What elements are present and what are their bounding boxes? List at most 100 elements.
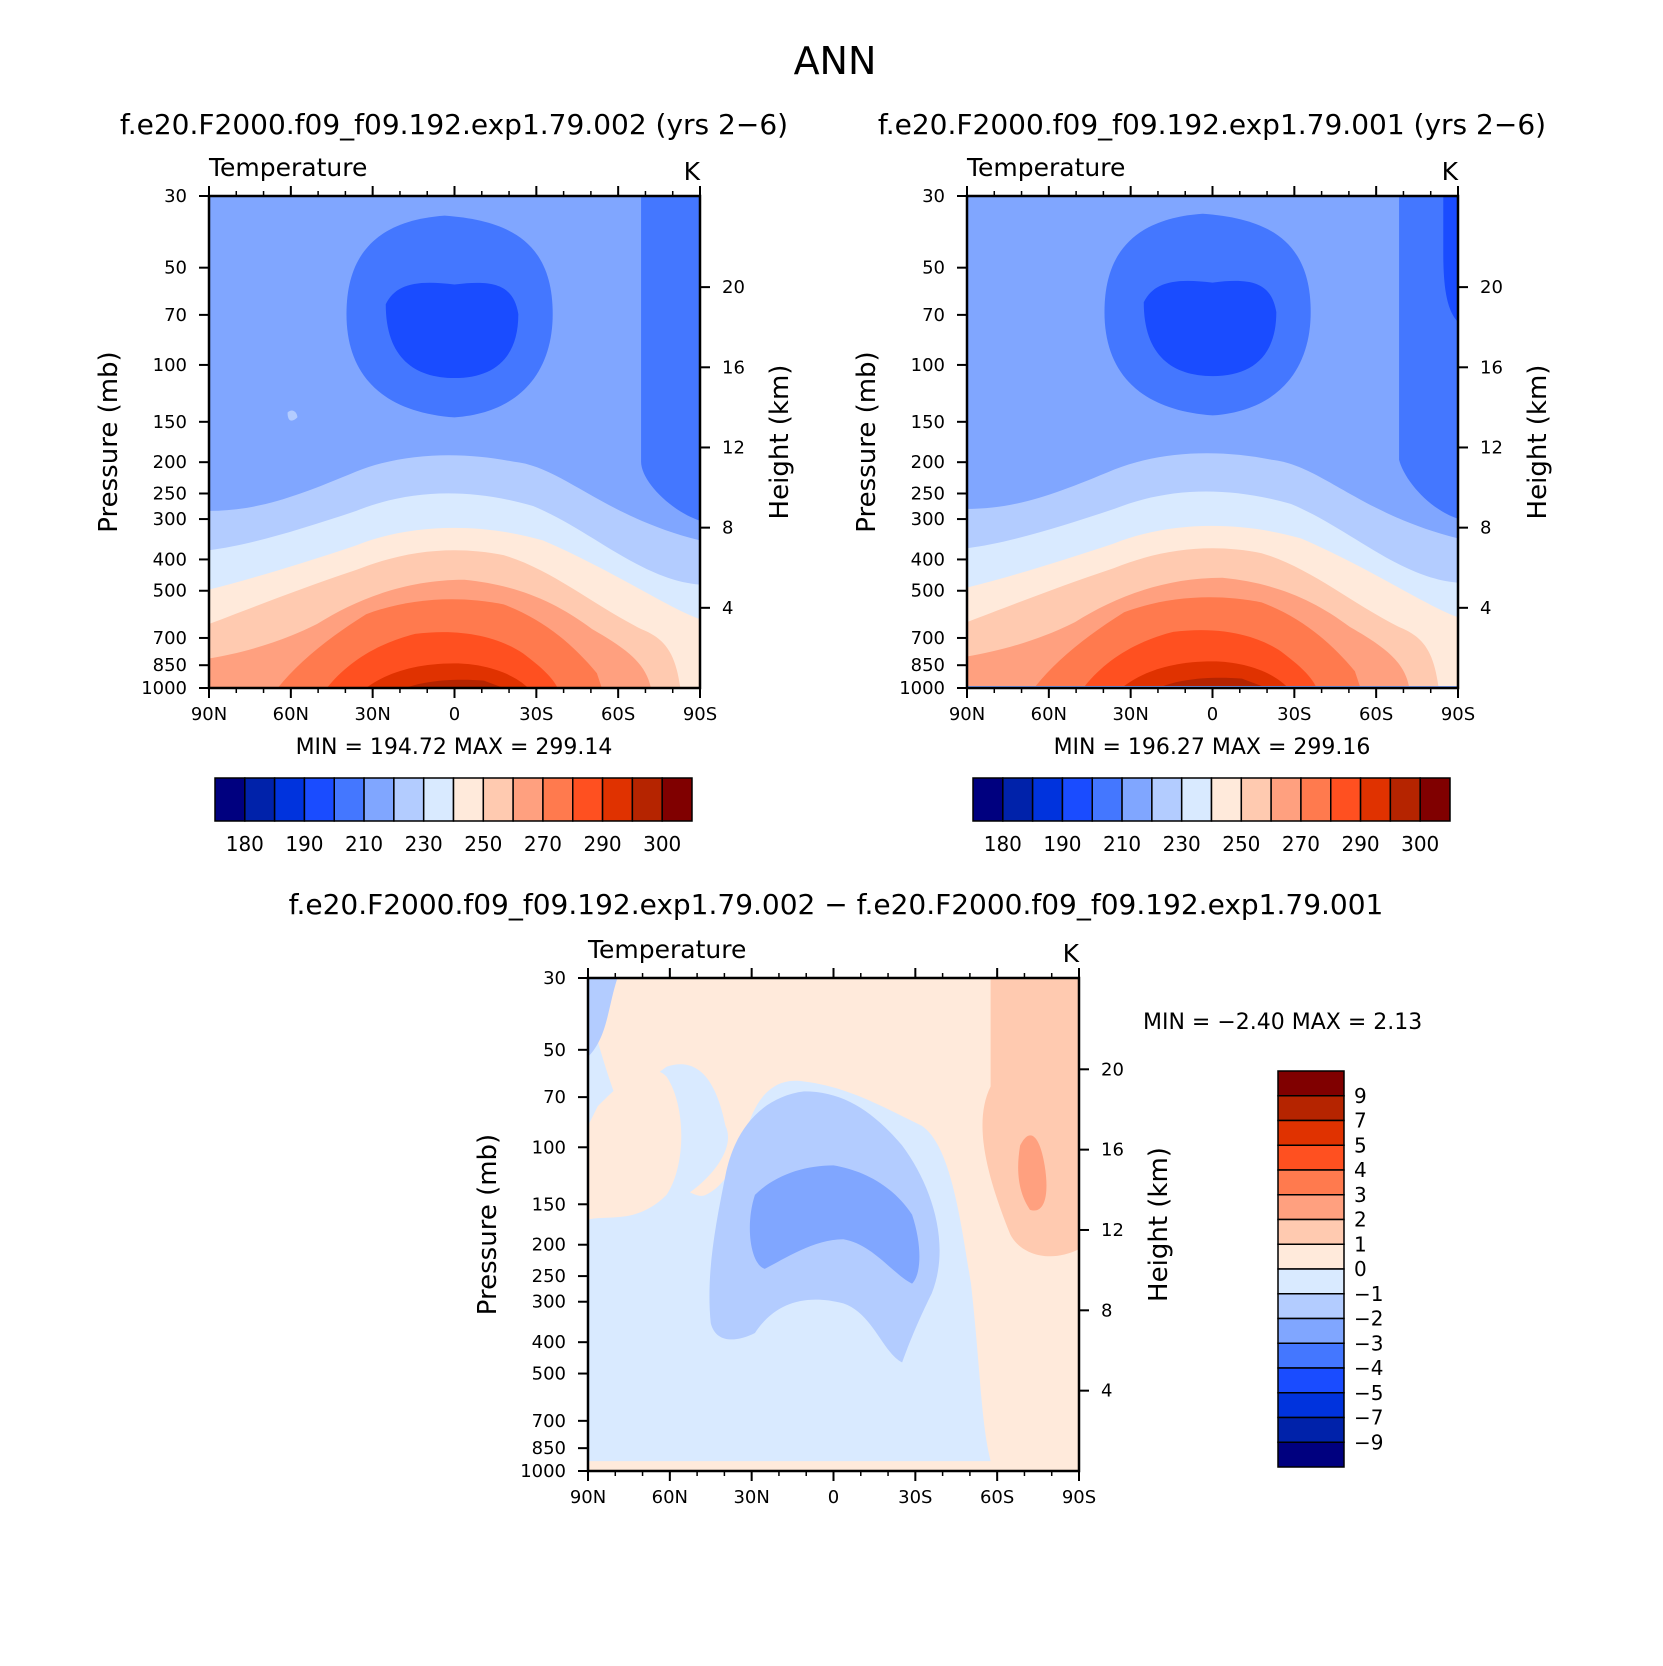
y2-tick-label: 12 <box>1101 1220 1124 1241</box>
y2-tick-label: 4 <box>722 598 733 619</box>
contour-field <box>588 978 1079 1471</box>
colorbar-label: −9 <box>1354 1430 1383 1454</box>
colorbar-swatch <box>482 777 514 822</box>
y-tick-label: 70 <box>164 305 187 326</box>
variable-label: Temperature <box>587 935 746 964</box>
diff-title: f.e20.F2000.f09_f09.192.exp1.79.002 − f.… <box>289 888 1384 921</box>
colorbar-swatch <box>1277 1095 1345 1122</box>
colorbar-swatch <box>1277 1441 1345 1468</box>
colorbar-label: 180 <box>984 832 1022 856</box>
contour-band <box>1143 280 1277 377</box>
contour-field <box>967 196 1458 688</box>
y-tick-label: 50 <box>164 258 187 279</box>
colorbar-label: −1 <box>1354 1282 1383 1306</box>
colorbar-swatch <box>363 777 395 822</box>
colorbar-swatch <box>1091 777 1123 822</box>
contour-band <box>1443 196 1458 322</box>
y-tick-label: 400 <box>532 1332 566 1353</box>
y-tick-label: 700 <box>911 628 945 649</box>
colorbar-label: 270 <box>1282 832 1320 856</box>
contour-band <box>1399 196 1458 519</box>
colorbar-swatch <box>1277 1268 1345 1295</box>
colorbar-swatch <box>1277 1392 1345 1419</box>
y-tick-label: 150 <box>532 1194 566 1215</box>
variable-label: Temperature <box>208 153 367 182</box>
colorbar-label: −3 <box>1354 1331 1383 1355</box>
variable-label: Temperature <box>966 153 1125 182</box>
colorbar-label: 7 <box>1354 1109 1367 1133</box>
y2-tick-label: 8 <box>1101 1300 1112 1321</box>
x-tick-label: 60N <box>273 704 309 725</box>
colorbar-swatch <box>452 777 485 822</box>
colorbar-swatch <box>214 777 246 822</box>
colorbar-label: 190 <box>285 832 323 856</box>
contour-band <box>1018 1135 1047 1211</box>
contour-band <box>366 663 529 688</box>
colorbar-label: 3 <box>1354 1183 1367 1207</box>
colorbar-label: 0 <box>1354 1257 1367 1281</box>
colorbar-label: 1 <box>1354 1232 1367 1256</box>
colorbar-swatch <box>1277 1342 1345 1369</box>
colorbar-label: −5 <box>1354 1381 1383 1405</box>
y-tick-label: 300 <box>532 1292 566 1313</box>
x-tick-label: 60S <box>980 1487 1014 1508</box>
colorbar-swatch <box>972 777 1004 822</box>
x-tick-label: 90N <box>949 704 985 725</box>
colorbar-label: 300 <box>643 832 681 856</box>
y2-tick-label: 4 <box>1101 1381 1112 1402</box>
y-tick-label: 200 <box>532 1235 566 1256</box>
colorbar-swatch <box>601 777 634 822</box>
y-axis-label: Pressure (mb) <box>473 1134 503 1315</box>
x-tick-label: 0 <box>828 1487 839 1508</box>
x-tick-label: 90N <box>570 1487 606 1508</box>
colorbar: 180 190 210 230 250 270 290 300 <box>214 777 693 856</box>
contour-band <box>1163 677 1262 687</box>
colorbar-label: 210 <box>345 832 383 856</box>
units-label: K <box>1442 157 1459 186</box>
colorbar-swatch <box>661 777 693 822</box>
colorbar-swatch <box>1061 777 1093 822</box>
x-tick-label: 30N <box>354 704 390 725</box>
y2-tick-label: 20 <box>1480 277 1503 298</box>
x-tick-label: 30S <box>519 704 553 725</box>
y2-tick-label: 20 <box>1101 1059 1124 1080</box>
contour-band <box>588 1070 682 1220</box>
x-tick-label: 60N <box>652 1487 688 1508</box>
y-tick-label: 700 <box>532 1411 566 1432</box>
colorbar-swatch <box>1277 1243 1345 1270</box>
colorbar-swatch <box>1300 777 1332 822</box>
colorbar-label: 230 <box>1163 832 1201 856</box>
colorbar-swatch <box>1121 777 1153 822</box>
y-tick-label: 30 <box>543 968 566 989</box>
y-tick-label: 300 <box>911 509 945 530</box>
colorbar-swatch <box>1389 777 1421 822</box>
colorbar-swatch <box>1151 777 1183 822</box>
colorbar-swatch <box>1210 777 1243 822</box>
x-tick-label: 60S <box>601 704 635 725</box>
units-label: K <box>684 157 701 186</box>
x-tick-label: 30N <box>1112 704 1148 725</box>
y-tick-label: 250 <box>532 1266 566 1287</box>
colorbar-label: 250 <box>464 832 502 856</box>
y-tick-label: 500 <box>532 1364 566 1385</box>
contour-band <box>641 196 700 521</box>
y-tick-label: 100 <box>532 1137 566 1158</box>
units-label: K <box>1063 939 1080 968</box>
colorbar-swatch <box>1277 1144 1345 1171</box>
y2-tick-label: 12 <box>722 437 745 458</box>
y2-axis-label: Height (km) <box>765 365 795 520</box>
colorbar-label: 9 <box>1354 1084 1367 1108</box>
x-tick-label: 90N <box>191 704 227 725</box>
y-axis-label: Pressure (mb) <box>852 351 882 532</box>
y-tick-label: 30 <box>164 186 187 207</box>
colorbar-label: 290 <box>1341 832 1379 856</box>
x-tick-label: 90S <box>683 704 717 725</box>
y-tick-label: 200 <box>153 452 187 473</box>
panel-diff: 90N 60N 30N 0 30S 60S 90S305070100150200250300… <box>473 935 1422 1508</box>
panel-case1: 90N 60N 30N 0 30S 60S 90S 30 50 70 100 150 200 250 300… <box>94 108 795 856</box>
y-tick-label: 70 <box>543 1087 566 1108</box>
colorbar-swatch <box>1277 1194 1345 1221</box>
min-max-label: MIN = 196.27 MAX = 299.16 <box>1054 735 1371 760</box>
colorbar-label: 5 <box>1354 1133 1367 1157</box>
